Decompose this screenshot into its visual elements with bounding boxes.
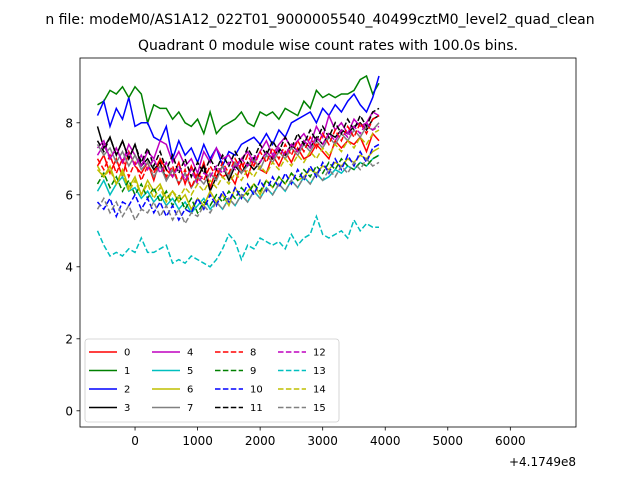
series-line-2 [96,75,380,169]
legend-label-12: 12 [313,348,326,359]
legend-label-10: 10 [250,385,263,396]
legend-label-9: 9 [250,366,256,377]
chart-title: Quadrant 0 module wise count rates with … [138,38,518,54]
y-tick-label: 6 [65,188,73,202]
legend-label-11: 11 [250,403,263,414]
legend-box [84,338,340,423]
y-tick-label: 2 [65,332,73,346]
series-line-11 [96,107,380,179]
series-line-14 [96,129,380,204]
legend-label-13: 13 [313,366,326,377]
y-tick-label: 8 [65,116,73,130]
legend-label-5: 5 [187,366,193,377]
chart-suptitle: n file: modeM0/AS1A12_022T01_9000005540_… [45,12,594,28]
legend-label-14: 14 [313,385,326,396]
x-tick-label: 6000 [495,434,526,448]
x-tick-label: 4000 [370,434,401,448]
legend-label-15: 15 [313,403,326,414]
series-line-7 [96,122,380,190]
x-tick-label: 3000 [307,434,338,448]
legend-label-6: 6 [187,385,193,396]
legend-label-3: 3 [124,403,130,414]
legend-label-4: 4 [187,348,193,359]
plot-frame [79,57,577,428]
y-tick-label: 4 [65,260,73,274]
legend-label-8: 8 [250,348,256,359]
y-axis: 0 2 4 6 8 [65,116,80,418]
x-tick-label: 2000 [245,434,276,448]
series-line-1 [97,74,380,136]
legend-label-0: 0 [124,348,130,359]
legend-label-2: 2 [124,385,130,396]
legend-label-1: 1 [124,366,130,377]
series-line-10 [96,143,380,222]
x-tick-label: 0 [131,434,139,448]
series-line-15 [96,157,380,226]
x-tick-label: 5000 [433,434,464,448]
series-line-13 [96,214,379,268]
x-axis: 0 1000 2000 3000 4000 5000 6000 [131,427,526,448]
series-line-12 [96,121,380,186]
x-tick-label: 1000 [182,434,213,448]
series-layer [96,74,380,268]
y-tick-label: 0 [65,404,73,418]
legend-label-7: 7 [187,403,193,414]
x-offset-label: +4.1749e8 [509,455,576,469]
series-line-4 [96,110,380,176]
